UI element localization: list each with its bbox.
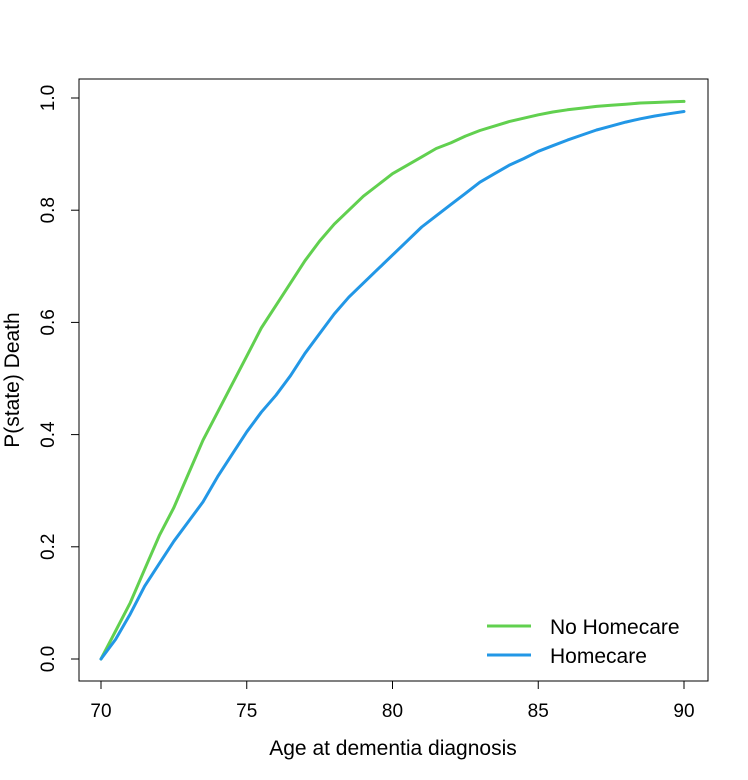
y-axis-title: P(state) Death — [1, 312, 24, 447]
series-line-no-homecare — [99, 99, 686, 661]
y-tick-label: 0.0 — [38, 646, 59, 672]
legend: No Homecare Homecare — [487, 616, 680, 668]
x-tick-label: 70 — [90, 701, 111, 722]
y-tick-label: 0.4 — [38, 421, 59, 448]
legend-label: Homecare — [550, 645, 647, 668]
series-line-homecare — [99, 110, 686, 661]
x-axis: 70 75 80 85 90 — [90, 680, 695, 722]
legend-label: No Homecare — [550, 616, 680, 639]
x-axis-title: Age at dementia diagnosis — [269, 737, 517, 760]
x-tick-label: 90 — [673, 701, 694, 722]
x-tick-label: 80 — [382, 701, 403, 722]
y-tick-label: 0.6 — [38, 309, 59, 335]
y-tick-label: 0.8 — [38, 197, 59, 223]
plot-frame — [78, 78, 709, 682]
series-layer — [99, 99, 686, 661]
y-tick-label: 0.2 — [38, 534, 59, 560]
y-tick-label: 1.0 — [38, 85, 59, 111]
y-axis: 0.0 0.2 0.4 0.6 0.8 1.0 — [38, 85, 80, 672]
x-tick-label: 85 — [528, 701, 549, 722]
x-tick-label: 75 — [236, 701, 257, 722]
